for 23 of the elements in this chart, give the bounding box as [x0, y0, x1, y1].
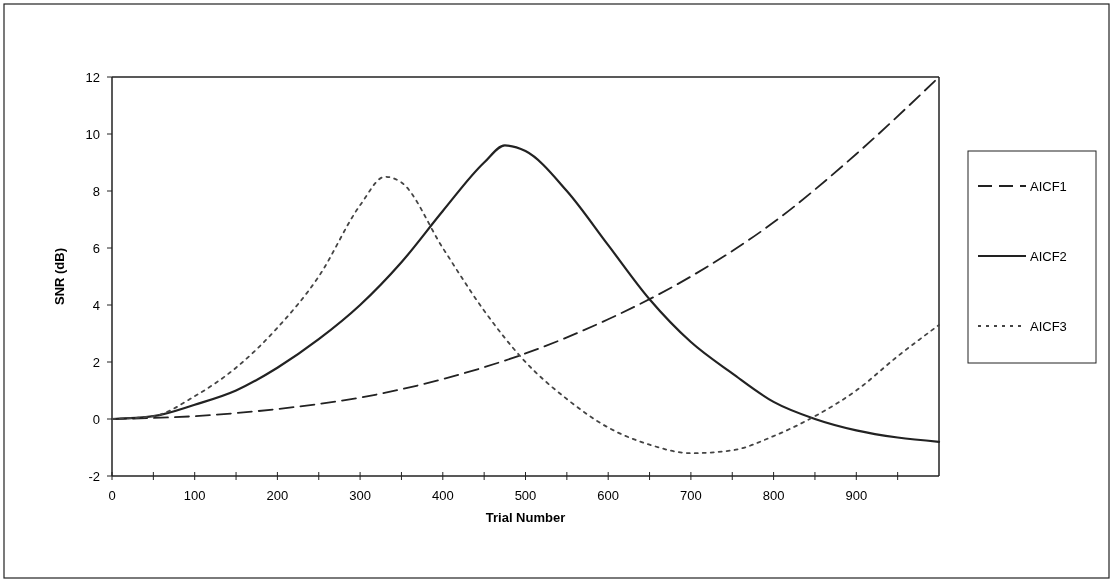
y-axis-title: SNR (dB) [52, 247, 67, 306]
y-tick-label: 2 [92, 354, 100, 370]
x-tick-label: 300 [349, 488, 371, 503]
x-tick-label: 0 [108, 488, 116, 503]
x-tick-label: 500 [514, 488, 537, 503]
y-tick-label: 4 [92, 297, 100, 313]
y-tick-label: 6 [92, 240, 100, 256]
legend-label: AICF3 [1030, 318, 1067, 334]
y-tick-label: 8 [92, 183, 100, 199]
x-tick-label: 100 [183, 488, 206, 503]
x-tick-label: 200 [266, 488, 289, 503]
x-tick-label: 600 [597, 488, 620, 503]
legend-label: AICF1 [1030, 178, 1067, 194]
y-tick-label: 10 [85, 126, 100, 142]
y-tick-label: 12 [85, 69, 100, 85]
y-tick-label: -2 [88, 468, 100, 484]
x-axis-title: Trial Number [485, 510, 566, 525]
x-tick-label: 400 [431, 488, 454, 503]
x-tick-label: 900 [845, 488, 868, 503]
x-tick-label: 700 [680, 488, 702, 503]
x-tick-label: 800 [762, 488, 785, 503]
y-tick-label: 0 [92, 411, 100, 427]
legend-label: AICF2 [1030, 248, 1067, 264]
